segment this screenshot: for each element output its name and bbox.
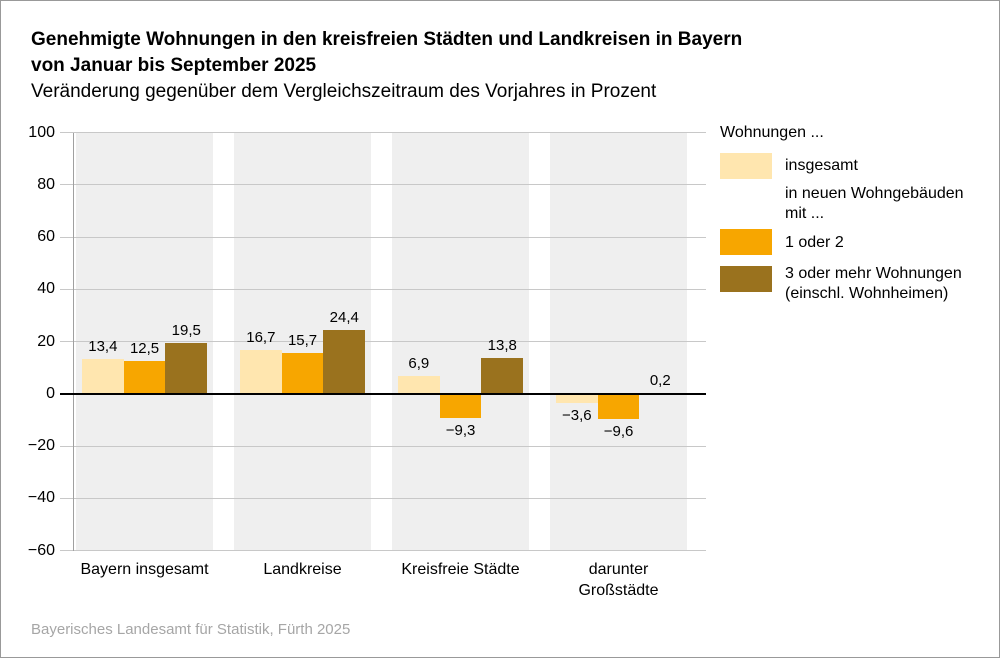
chart-header: Genehmigte Wohnungen in den kreisfreien … (31, 27, 742, 105)
legend-note-neue-wohngebaeude: in neuen Wohngebäuden mit ... (785, 185, 964, 222)
chart-title-line1: Genehmigte Wohnungen in den kreisfreien … (31, 29, 743, 50)
y-tick-label: 40 (37, 280, 55, 298)
grid-line (60, 184, 706, 186)
grid-line (60, 445, 706, 447)
bar-value-label: 13,4 (88, 337, 118, 355)
legend-label-insgesamt: insgesamt (785, 157, 858, 174)
grid-line (60, 497, 706, 499)
bar-value-label: 19,5 (171, 321, 201, 339)
x-category-label: darunter Großstädte (578, 560, 659, 599)
grid-line (60, 341, 706, 342)
bar (398, 375, 440, 394)
grid-line (60, 550, 706, 551)
legend-swatch-3-oder-mehr (720, 266, 772, 292)
bar (439, 393, 482, 419)
y-tick-label: 0 (46, 384, 55, 402)
legend-label-1-oder-2: 1 oder 2 (785, 234, 844, 251)
y-tick-label: 100 (28, 123, 55, 141)
bar (597, 393, 640, 419)
legend-title: Wohnungen ... (720, 124, 824, 141)
bar-value-label: 16,7 (246, 329, 276, 347)
bar (281, 352, 324, 394)
bar-value-label: −9,3 (445, 422, 476, 440)
bar-value-label: 6,9 (408, 354, 430, 372)
y-tick-label: 80 (37, 175, 55, 193)
bar-value-label: 0,2 (649, 372, 671, 390)
grid-line (60, 236, 706, 238)
x-category-label: Landkreise (263, 560, 342, 578)
bar-value-label: −9,6 (603, 422, 634, 440)
bar (123, 361, 166, 394)
y-tick-label: −60 (27, 541, 55, 559)
x-category-label: Bayern insgesamt (80, 560, 209, 578)
bar (481, 357, 524, 394)
bar (556, 393, 598, 404)
legend-label-3-oder-mehr: 3 oder mehr Wohnungen (einschl. Wohnheim… (785, 265, 962, 302)
grid-line (60, 288, 706, 290)
bar (323, 330, 366, 394)
bar-value-label: 15,7 (287, 331, 318, 349)
bar (165, 342, 208, 394)
y-tick-label: −20 (27, 437, 55, 454)
chart-title-line2: von Januar bis September 2025 (31, 55, 317, 76)
grid-line (60, 132, 706, 133)
source-note: Bayerisches Landesamt für Statistik, Für… (31, 621, 351, 638)
chart-subtitle: Veränderung gegenüber dem Vergleichszeit… (31, 81, 657, 102)
x-category-label: Kreisfreie Städte (401, 560, 520, 578)
y-axis-line (73, 132, 74, 551)
legend-swatch-insgesamt (720, 153, 772, 179)
y-tick-label: 20 (37, 332, 55, 350)
y-tick-label: 60 (37, 228, 55, 245)
bar-value-label: 24,4 (329, 309, 359, 326)
bar-value-label: −3,6 (562, 407, 592, 425)
zero-baseline (60, 392, 706, 395)
bar-value-label: 13,8 (487, 336, 517, 354)
y-tick-label: −40 (27, 489, 55, 507)
bar (240, 350, 282, 394)
bar-value-label: 12,5 (129, 340, 160, 358)
bar (82, 358, 124, 394)
legend-swatch-1-oder-2 (720, 229, 772, 255)
